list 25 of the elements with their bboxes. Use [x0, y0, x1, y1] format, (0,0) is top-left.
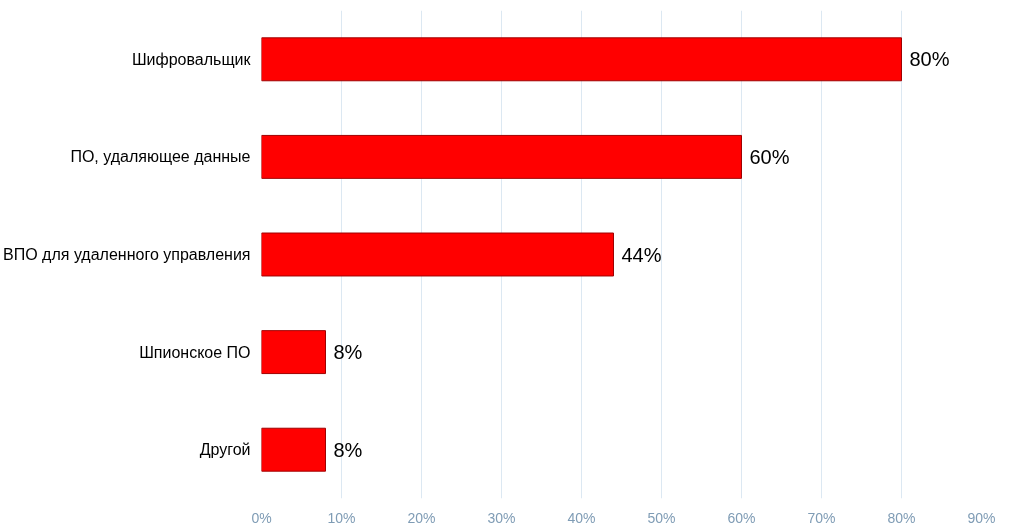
- x-tick-label: 80%: [887, 509, 916, 526]
- x-tick-label: 70%: [807, 509, 836, 526]
- data-label: 8%: [333, 341, 363, 364]
- x-tick-label: 50%: [647, 509, 676, 526]
- y-tick-label: Шпионское ПО: [139, 343, 251, 361]
- x-tick-label: 20%: [407, 509, 436, 526]
- data-label: 80%: [909, 48, 950, 71]
- bar: [261, 37, 902, 82]
- y-tick-label: Шифровальщик: [131, 50, 252, 68]
- data-label: 60%: [749, 145, 790, 168]
- bar: [261, 134, 742, 179]
- x-tick-label: 0%: [251, 509, 272, 526]
- bar: [261, 427, 326, 472]
- x-tick-label: 30%: [487, 509, 516, 526]
- y-tick-label: ПО, удаляющее данные: [70, 148, 251, 166]
- bar: [261, 330, 326, 375]
- x-tick-label: 40%: [567, 509, 596, 526]
- y-tick-label: ВПО для удаленного управления: [3, 246, 251, 263]
- data-label: 44%: [621, 243, 662, 266]
- y-tick-label: Другой: [199, 441, 251, 459]
- x-tick-label: 60%: [727, 509, 756, 526]
- x-tick-label: 10%: [327, 509, 356, 526]
- x-tick-label: 90%: [967, 509, 996, 526]
- bar: [261, 232, 614, 277]
- data-label: 8%: [333, 438, 363, 461]
